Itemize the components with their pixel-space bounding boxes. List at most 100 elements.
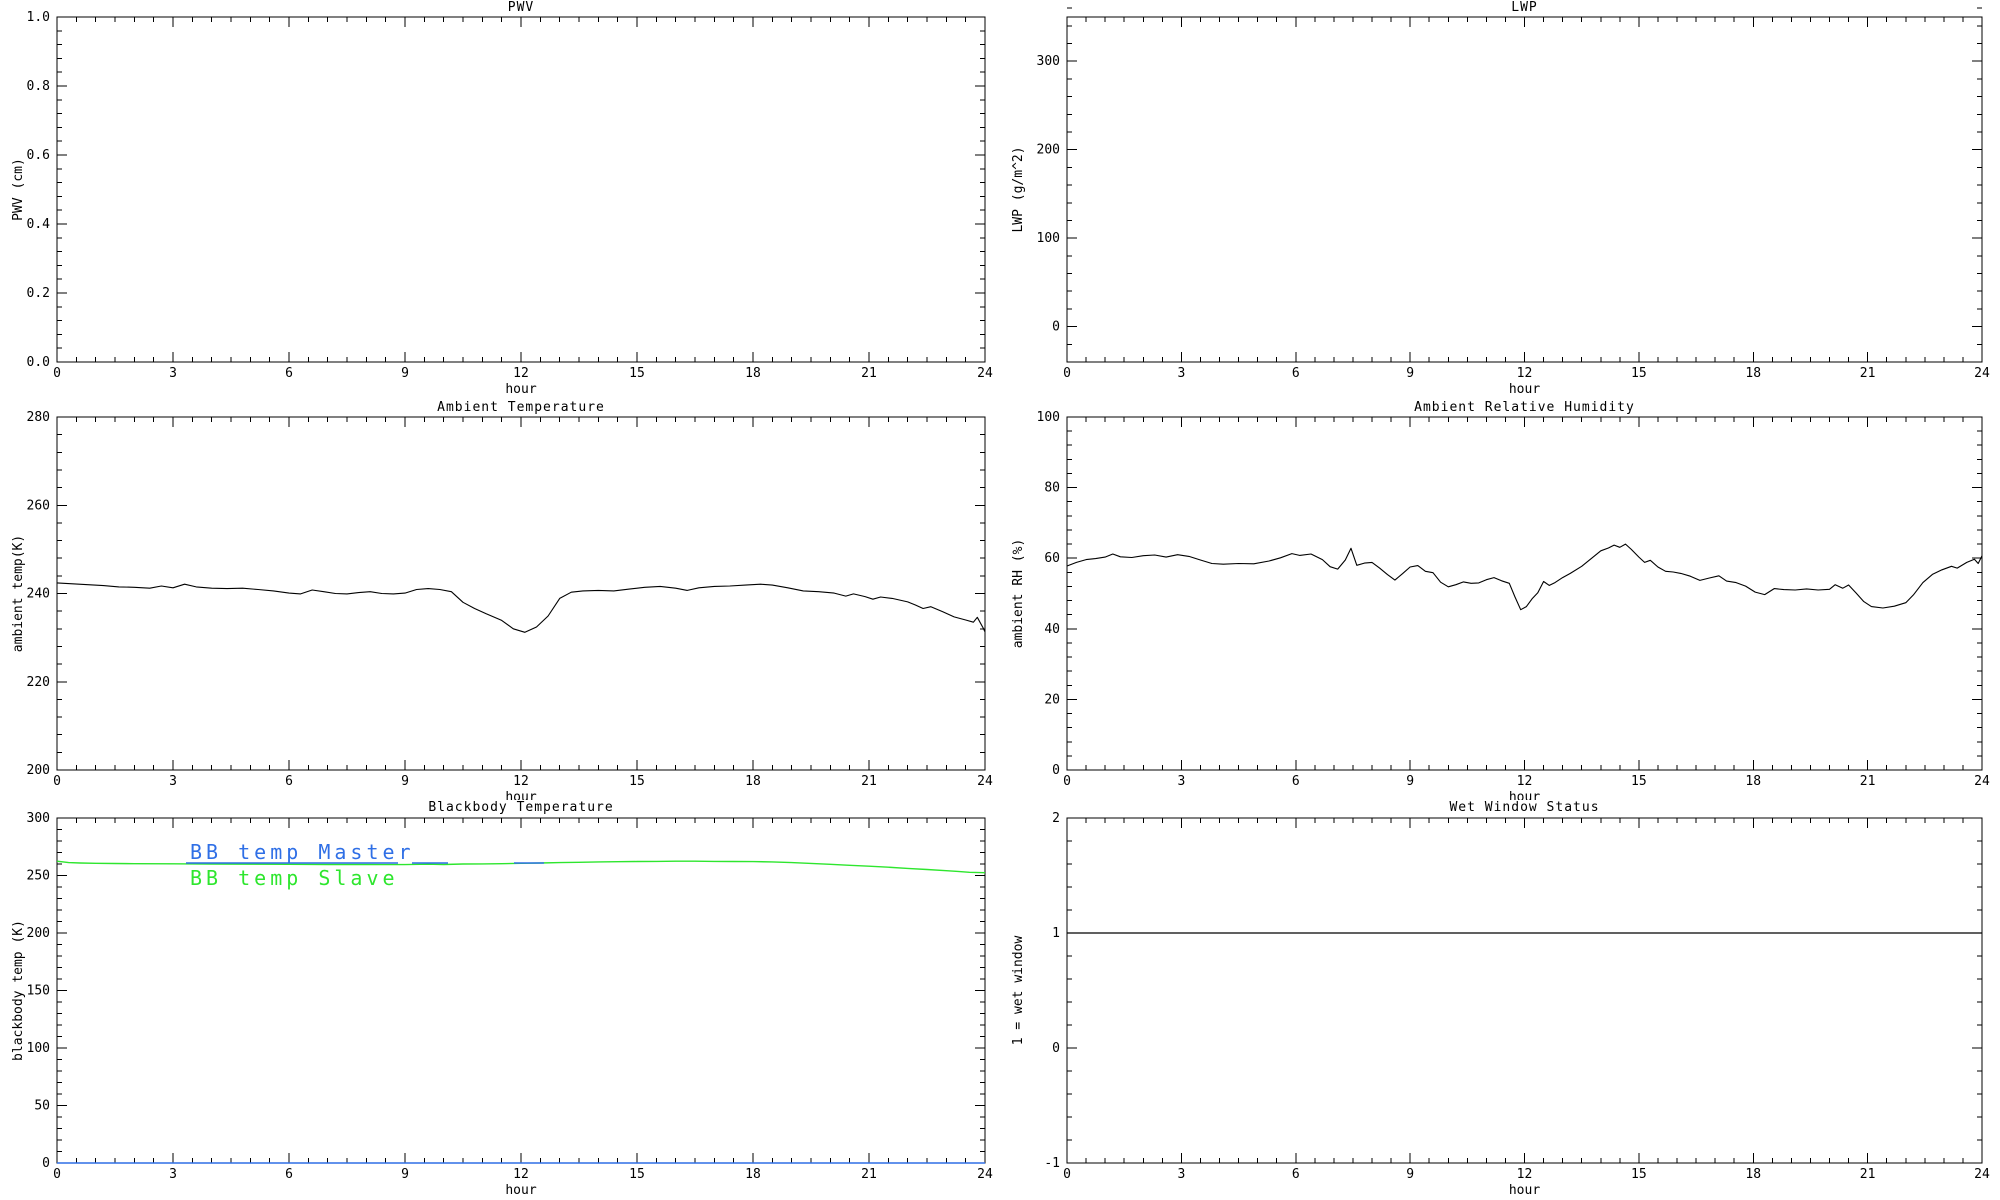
ambient-temperature-x-tick-label: 18 [745,774,761,789]
wet-window-status-x-tick-label: 9 [1406,1167,1414,1182]
ambient-relative-humidity-x-tick-label: 15 [1631,774,1647,789]
blackbody-temperature-plot: 0 3 6 9 12 15 18 21 24 0 50 100 150 200 250 300 Blackbod… [11,800,993,1198]
chart-lwp: 0 3 6 9 12 15 18 21 24 0 100 200 300 LWP hour LWP (g/m^… [1000,0,2000,400]
wet-window-status-x-tick-label: 12 [1517,1167,1533,1182]
pwv-y-tick-label: 0.0 [27,355,50,370]
wet-window-status-y-tick-label: 0 [1052,1041,1060,1056]
ambient-relative-humidity-title: Ambient Relative Humidity [1414,400,1635,415]
wet-window-status-y-axis-ticks [1067,817,1982,1164]
lwp-ylabel: LWP (g/m^2) [1011,146,1026,232]
ambient-temperature-x-tick-label: 9 [401,774,409,789]
ambient-relative-humidity-x-tick-label: 0 [1063,774,1071,789]
ambient-relative-humidity-ylabel: ambient RH (%) [1011,539,1026,649]
lwp-x-tick-label: 15 [1631,366,1647,381]
lwp-x-tick-label: 24 [1974,366,1990,381]
wet-window-status-xlabel: hour [1509,1183,1540,1198]
ambient-temperature-x-axis-ticks [56,417,986,770]
lwp-y-tick-label: 200 [1037,143,1060,158]
blackbody-temperature-y-tick-label: 100 [27,1041,50,1056]
pwv-y-tick-label: 0.6 [27,148,50,163]
pwv-y-tick-label: 0.4 [27,217,51,232]
blackbody-temperature-y-tick-label: 200 [27,926,50,941]
pwv-y-tick-label: 1.0 [27,10,50,25]
lwp-plot-box [1066,16,1983,363]
ambient-relative-humidity-y-tick-label: 60 [1044,551,1060,566]
blackbody-temperature-x-tick-label: 12 [513,1167,529,1182]
blackbody-temperature-x-tick-label: 21 [861,1167,877,1182]
ambient-temperature-y-tick-label: 260 [27,498,50,513]
ambient-temperature-plot-box [56,416,986,771]
pwv-plot-box [56,16,986,363]
ambient-temperature-y-tick-label: 200 [27,763,50,778]
wet-window-status-ylabel: 1 = wet window [1011,936,1026,1046]
lwp-y-tick-label: 0 [1052,320,1060,335]
lwp-y-tick-label: 100 [1037,231,1060,246]
blackbody-temperature-y-axis-ticks [57,817,985,1164]
lwp-x-tick-label: 6 [1292,366,1300,381]
ambient-relative-humidity-x-tick-label: 21 [1860,774,1876,789]
wet-window-status-x-tick-label: 18 [1745,1167,1761,1182]
lwp-x-tick-label: 21 [1860,366,1876,381]
ambient-relative-humidity-x-tick-label: 6 [1292,774,1300,789]
lwp-y-tick-label: 300 [1037,54,1060,69]
chart-ambient-relative-humidity: 0 3 6 9 12 15 18 21 24 0 20 40 60 80 100 Ambient Relati… [1000,400,2000,800]
blackbody-temperature-x-tick-label: 3 [169,1167,177,1182]
ambient-temperature-x-tick-label: 21 [861,774,877,789]
lwp-y-axis-ticks [1067,7,1982,363]
ambient-temperature-xlabel: hour [505,790,536,800]
wet-window-status-x-axis-ticks [1066,818,1983,1163]
ambient-temperature-y-tick-label: 240 [27,587,50,602]
ambient-temperature-y-axis-ticks [57,416,985,771]
pwv-x-axis-ticks [56,17,986,362]
ambient-relative-humidity-xlabel: hour [1509,790,1540,800]
lwp-x-tick-label: 18 [1745,366,1761,381]
chart-wet-window-status: 0 3 6 9 12 15 18 21 24 -1 0 1 2 Wet Window Status hour… [1000,800,2000,1200]
pwv-x-tick-label: 3 [169,366,177,381]
chart-pwv: 0 3 6 9 12 15 18 21 24 0.0 0.2 0.4 0.6 0.8 1.0 PWV hour P… [0,0,1000,400]
wet-window-status-x-tick-label: 0 [1063,1167,1071,1182]
ambient-relative-humidity-x-tick-label: 24 [1974,774,1990,789]
chart-blackbody-temperature: 0 3 6 9 12 15 18 21 24 0 50 100 150 200 250 300 Blackbod… [0,800,1000,1200]
pwv-y-tick-label: 0.2 [27,286,50,301]
blackbody-temperature-y-tick-label: 0 [42,1156,50,1171]
ambient-relative-humidity-y-tick-label: 20 [1044,692,1060,707]
ambient-temperature-x-tick-label: 24 [977,774,993,789]
ambient-temperature-plot: 0 3 6 9 12 15 18 21 24 200 220 240 260 280 Ambient Tem… [11,400,993,800]
blackbody-temperature-title: Blackbody Temperature [428,800,613,815]
ambient-relative-humidity-y-tick-label: 100 [1037,410,1060,425]
ambient-relative-humidity-plot: 0 3 6 9 12 15 18 21 24 0 20 40 60 80 100 Ambient Relati… [1011,400,1990,800]
pwv-xlabel: hour [505,382,536,397]
blackbody-temperature-y-tick-label: 250 [27,869,50,884]
lwp-x-tick-label: 12 [1517,366,1533,381]
ambient-temperature-y-tick-label: 280 [27,410,50,425]
lwp-x-axis-ticks [1066,17,1983,362]
ambient-relative-humidity-x-tick-label: 18 [1745,774,1761,789]
pwv-y-axis-ticks [57,16,985,363]
pwv-x-tick-label: 21 [861,366,877,381]
chart-ambient-temperature: 0 3 6 9 12 15 18 21 24 200 220 240 260 280 Ambient Tem… [0,400,1000,800]
ambient-relative-humidity-y-tick-label: 0 [1052,763,1060,778]
blackbody-temperature-x-tick-label: 24 [977,1167,993,1182]
pwv-x-tick-label: 12 [513,366,529,381]
ambient-temperature-x-tick-label: 15 [629,774,645,789]
blackbody-temperature-y-tick-label: 300 [27,811,50,826]
blackbody-temperature-x-tick-label: 9 [401,1167,409,1182]
ambient-temperature-x-tick-label: 3 [169,774,177,789]
pwv-plot: 0 3 6 9 12 15 18 21 24 0.0 0.2 0.4 0.6 0.8 1.0 PWV hour P… [11,0,993,397]
pwv-title: PWV [508,0,534,15]
blackbody-temperature-y-tick-label: 50 [34,1099,50,1114]
ambient-temperature-x-tick-label: 12 [513,774,529,789]
ambient-temperature-title: Ambient Temperature [437,400,605,415]
lwp-x-tick-label: 0 [1063,366,1071,381]
ambient-relative-humidity-y-tick-label: 40 [1044,622,1060,637]
wet-window-status-x-tick-label: 15 [1631,1167,1647,1182]
ambient-temp-line [56,582,986,633]
blackbody-temperature-x-tick-label: 6 [285,1167,293,1182]
ambient-rh-line [1066,543,1983,611]
ambient-relative-humidity-x-tick-label: 12 [1517,774,1533,789]
ambient-relative-humidity-y-axis-ticks [1067,416,1982,771]
ambient-relative-humidity-plot-box [1066,416,1983,771]
blackbody-temperature-xlabel: hour [505,1183,536,1198]
blackbody-temperature-y-tick-label: 150 [27,984,50,999]
